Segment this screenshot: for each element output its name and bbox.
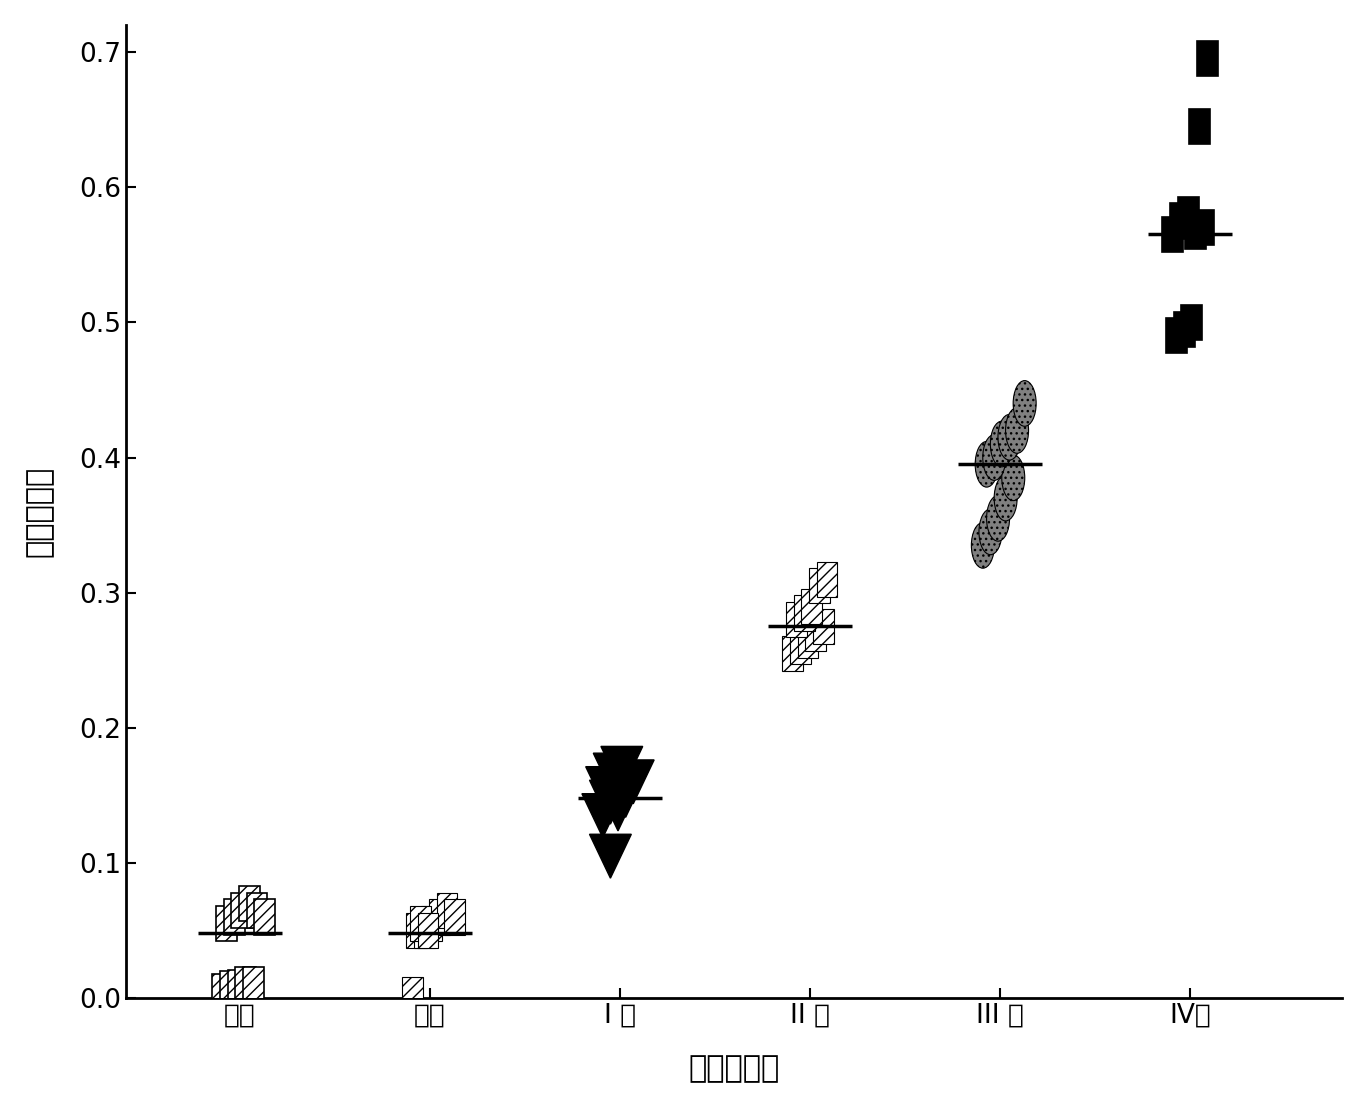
Polygon shape xyxy=(589,780,632,824)
FancyBboxPatch shape xyxy=(1174,311,1195,347)
FancyBboxPatch shape xyxy=(1181,305,1203,340)
Polygon shape xyxy=(582,793,623,838)
FancyBboxPatch shape xyxy=(809,568,830,604)
Ellipse shape xyxy=(1002,455,1025,501)
FancyBboxPatch shape xyxy=(220,971,241,1006)
FancyBboxPatch shape xyxy=(805,616,826,650)
FancyBboxPatch shape xyxy=(254,900,275,935)
FancyBboxPatch shape xyxy=(246,893,268,927)
Ellipse shape xyxy=(1006,408,1028,453)
FancyBboxPatch shape xyxy=(1166,318,1187,353)
Polygon shape xyxy=(593,753,636,797)
FancyBboxPatch shape xyxy=(224,900,245,935)
FancyBboxPatch shape xyxy=(231,893,253,927)
FancyBboxPatch shape xyxy=(227,970,249,1005)
FancyBboxPatch shape xyxy=(786,602,807,637)
Polygon shape xyxy=(597,787,638,831)
X-axis label: 血清的来源: 血清的来源 xyxy=(689,1054,779,1083)
FancyBboxPatch shape xyxy=(813,609,834,644)
FancyBboxPatch shape xyxy=(790,629,811,665)
FancyBboxPatch shape xyxy=(797,623,819,657)
Ellipse shape xyxy=(998,414,1021,460)
FancyBboxPatch shape xyxy=(429,900,450,935)
FancyBboxPatch shape xyxy=(421,906,443,942)
FancyBboxPatch shape xyxy=(1196,41,1218,76)
Y-axis label: 相对吸光度: 相对吸光度 xyxy=(25,466,55,557)
FancyBboxPatch shape xyxy=(1177,196,1199,232)
FancyBboxPatch shape xyxy=(794,595,815,630)
FancyBboxPatch shape xyxy=(1193,211,1214,245)
FancyBboxPatch shape xyxy=(406,913,427,948)
FancyBboxPatch shape xyxy=(216,906,236,942)
FancyBboxPatch shape xyxy=(436,893,458,927)
Ellipse shape xyxy=(979,509,1002,555)
FancyBboxPatch shape xyxy=(414,913,435,948)
Ellipse shape xyxy=(972,523,994,568)
Ellipse shape xyxy=(1013,381,1036,427)
FancyBboxPatch shape xyxy=(235,967,256,1003)
Ellipse shape xyxy=(990,421,1013,466)
FancyBboxPatch shape xyxy=(801,588,823,624)
Ellipse shape xyxy=(987,495,1010,541)
Ellipse shape xyxy=(994,475,1017,521)
FancyBboxPatch shape xyxy=(1170,204,1191,238)
Polygon shape xyxy=(585,767,627,811)
FancyBboxPatch shape xyxy=(1162,217,1184,252)
FancyBboxPatch shape xyxy=(243,967,264,1003)
Polygon shape xyxy=(601,747,642,790)
FancyBboxPatch shape xyxy=(410,906,431,942)
Polygon shape xyxy=(612,760,655,803)
FancyBboxPatch shape xyxy=(417,913,439,948)
FancyBboxPatch shape xyxy=(782,636,804,671)
FancyBboxPatch shape xyxy=(212,974,234,1009)
Ellipse shape xyxy=(983,434,1006,481)
FancyBboxPatch shape xyxy=(402,976,424,1012)
Polygon shape xyxy=(589,834,632,879)
FancyBboxPatch shape xyxy=(444,900,465,935)
Polygon shape xyxy=(604,773,647,818)
FancyBboxPatch shape xyxy=(816,562,838,597)
FancyBboxPatch shape xyxy=(1189,109,1210,144)
FancyBboxPatch shape xyxy=(239,886,260,921)
Ellipse shape xyxy=(975,441,998,488)
FancyBboxPatch shape xyxy=(1185,214,1206,249)
